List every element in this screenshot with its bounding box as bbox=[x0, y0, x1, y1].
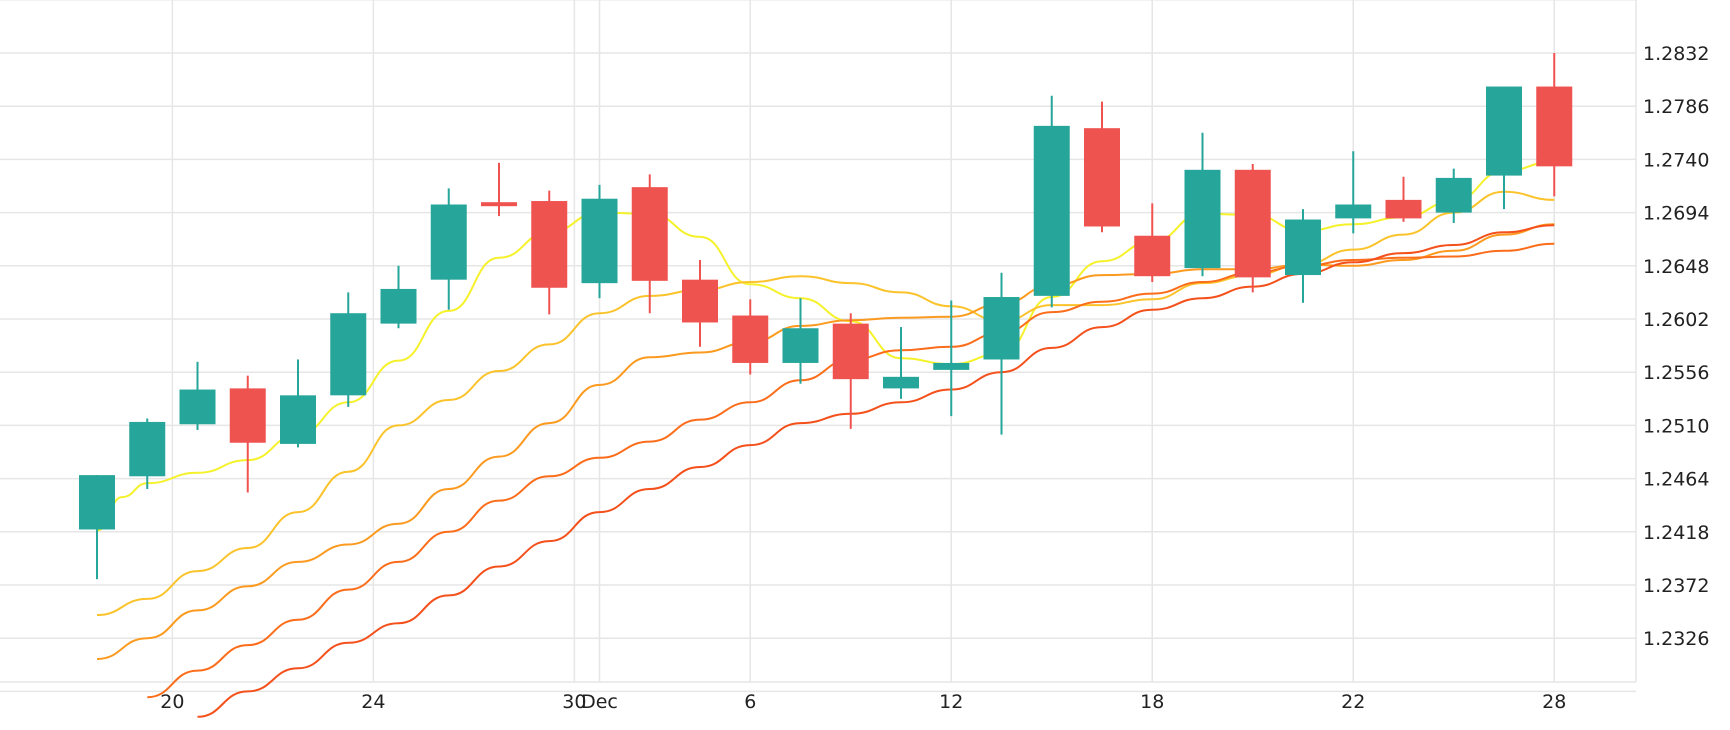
candle-body bbox=[179, 389, 216, 425]
horizontal-gridlines bbox=[0, 0, 1636, 693]
candle-1 bbox=[129, 418, 166, 490]
candle-23 bbox=[1234, 164, 1271, 293]
y-tick-label: 1.2740 bbox=[1643, 149, 1709, 171]
candle-body bbox=[1486, 86, 1522, 176]
candle-body bbox=[430, 204, 467, 280]
x-tick-label: 28 bbox=[1542, 691, 1566, 713]
candle-body bbox=[1184, 169, 1221, 269]
y-tick-label: 1.2372 bbox=[1643, 575, 1709, 597]
candle-body bbox=[832, 323, 869, 380]
candle-body bbox=[1033, 125, 1070, 296]
candle-18 bbox=[983, 272, 1020, 435]
candle-body bbox=[1084, 128, 1120, 227]
candle-10 bbox=[581, 184, 618, 299]
candle-body bbox=[581, 198, 618, 284]
candle-7 bbox=[430, 188, 467, 310]
x-tick-label: 18 bbox=[1140, 691, 1164, 713]
y-tick-label: 1.2464 bbox=[1643, 469, 1709, 491]
candle-body bbox=[1134, 235, 1171, 277]
candle-body bbox=[1234, 169, 1271, 278]
candle-25 bbox=[1335, 151, 1372, 234]
candle-body bbox=[782, 328, 819, 363]
candle-24 bbox=[1285, 209, 1321, 303]
x-tick-label: 30 bbox=[562, 691, 586, 713]
candle-body bbox=[229, 388, 266, 443]
y-tick-label: 1.2326 bbox=[1643, 628, 1709, 650]
x-tick-label: 20 bbox=[160, 691, 184, 713]
candle-body bbox=[1536, 86, 1573, 167]
candle-8 bbox=[481, 162, 517, 217]
x-tick-label: 12 bbox=[939, 691, 963, 713]
candle-3 bbox=[229, 375, 266, 493]
x-tick-label: 24 bbox=[361, 691, 385, 713]
candle-body bbox=[129, 421, 166, 477]
candle-14 bbox=[782, 298, 819, 384]
y-tick-label: 1.2694 bbox=[1643, 203, 1709, 225]
candle-16 bbox=[883, 327, 919, 399]
y-tick-label: 1.2786 bbox=[1643, 96, 1709, 118]
candle-6 bbox=[380, 265, 417, 329]
candle-body bbox=[481, 202, 517, 207]
candle-28 bbox=[1486, 86, 1522, 210]
candle-body bbox=[79, 475, 115, 530]
candle-body bbox=[1335, 204, 1372, 219]
y-tick-label: 1.2832 bbox=[1643, 43, 1709, 65]
x-tick-label: Dec bbox=[581, 691, 618, 713]
candle-11 bbox=[631, 174, 668, 314]
candle-5 bbox=[330, 292, 367, 407]
candle-body bbox=[732, 315, 769, 363]
y-tick-label: 1.2510 bbox=[1643, 415, 1709, 437]
candle-body bbox=[983, 297, 1020, 360]
candle-body bbox=[1285, 219, 1321, 276]
candle-17 bbox=[933, 300, 970, 417]
candles bbox=[79, 53, 1573, 580]
candle-body bbox=[1385, 199, 1422, 219]
candle-0 bbox=[79, 475, 115, 580]
candle-19 bbox=[1033, 95, 1070, 308]
candle-27 bbox=[1435, 168, 1472, 224]
candle-15 bbox=[832, 313, 869, 429]
candle-body bbox=[682, 279, 718, 323]
candle-9 bbox=[531, 190, 568, 315]
y-tick-label: 1.2556 bbox=[1643, 362, 1709, 384]
candle-body bbox=[631, 187, 668, 281]
y-tick-label: 1.2602 bbox=[1643, 309, 1709, 331]
y-tick-label: 1.2418 bbox=[1643, 522, 1709, 544]
candle-body bbox=[531, 201, 568, 288]
y-axis-labels: 1.2832 1.2786 1.2740 1.2694 1.2648 1.2602 1.25… bbox=[1643, 43, 1709, 650]
candle-22 bbox=[1184, 132, 1221, 277]
candle-29 bbox=[1536, 53, 1573, 197]
candle-12 bbox=[682, 260, 718, 347]
candle-body bbox=[933, 362, 970, 370]
candle-21 bbox=[1134, 203, 1171, 282]
candle-2 bbox=[179, 361, 216, 431]
candle-body bbox=[280, 395, 316, 444]
y-tick-label: 1.2648 bbox=[1643, 256, 1709, 278]
candle-13 bbox=[732, 299, 769, 375]
candle-4 bbox=[280, 359, 316, 448]
x-tick-label: 22 bbox=[1341, 691, 1365, 713]
x-tick-label: 6 bbox=[744, 691, 756, 713]
candle-body bbox=[380, 288, 417, 324]
candle-body bbox=[330, 313, 367, 396]
candle-body bbox=[1435, 177, 1472, 213]
candle-body bbox=[883, 376, 919, 389]
candle-20 bbox=[1084, 101, 1120, 233]
candle-26 bbox=[1385, 176, 1422, 222]
